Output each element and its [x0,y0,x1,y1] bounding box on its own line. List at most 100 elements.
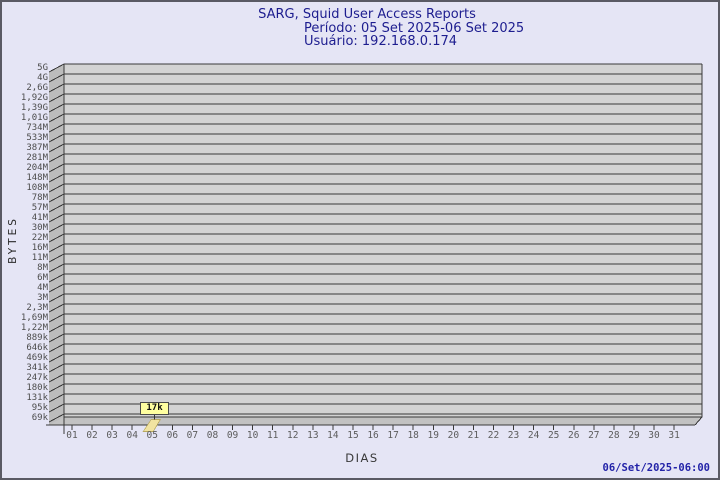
y-tick-label: 387M [26,143,48,153]
x-tick-label: 19 [427,430,439,441]
x-tick-label: 30 [648,430,660,441]
x-tick-label: 21 [467,430,480,441]
wall-grid-line [48,83,65,93]
x-tick-label: 02 [86,430,98,441]
y-tick-label: 341k [26,363,48,373]
wall-grid-line [48,303,65,313]
x-tick-label: 25 [547,430,560,441]
wall-grid-line [48,263,65,273]
x-tick-label: 17 [387,430,399,441]
x-tick-label: 06 [166,430,179,441]
y-tick-label: 131k [26,393,48,403]
x-tick-label: 11 [266,430,279,441]
y-tick-label: 734M [26,123,48,133]
x-tick-label: 05 [146,430,158,441]
floor-corner-slant [694,416,703,426]
y-tick-label: 16M [31,243,48,253]
wall-grid-line [48,343,65,353]
chart-period: Período: 05 Set 2025-06 Set 2025 [304,20,525,36]
y-tick-label: 204M [26,163,48,173]
y-tick-label: 4G [37,73,48,83]
x-tick-label: 15 [347,430,359,441]
wall-grid-line [48,293,65,303]
x-tick-label: 23 [507,430,520,441]
plot-face [64,64,702,417]
y-tick-label: 2,6G [26,83,48,93]
y-tick-label: 108M [26,183,48,193]
x-tick-label: 24 [527,430,540,441]
x-axis-title: DIAS [345,451,379,465]
y-tick-label: 281M [26,153,48,163]
wall-grid-line [48,143,65,153]
y-tick-label: 469k [26,353,48,363]
wall-grid-line [48,183,65,193]
wall-grid-line [48,253,65,263]
y-tick-label: 1,01G [20,113,48,123]
chart-user: Usuário: 192.168.0.174 [304,34,458,49]
y-tick-label: 22M [31,233,48,243]
wall-grid-line [48,273,65,283]
x-tick-label: 10 [246,430,259,441]
y-tick-label: 11M [31,253,48,263]
y-tick-label: 889k [26,333,48,343]
y-tick-label: 1,39G [20,103,48,113]
x-tick-label: 26 [568,430,580,441]
y-tick-label: 3M [37,293,48,303]
y-tick-label: 57M [31,203,48,213]
wall-grid-line [48,373,65,383]
wall-grid-line [48,93,65,103]
y-tick-label: 8M [37,263,48,273]
y-tick-label: 95k [31,403,48,413]
wall-grid-line [48,383,65,393]
data-bar [142,419,161,432]
x-tick-label: 18 [407,430,419,441]
plot-floor [49,417,702,425]
wall-grid-line [48,313,65,323]
y-tick-label: 30M [31,223,48,233]
wall-grid-line [48,123,65,133]
y-tick-label: 78M [31,193,48,203]
wall-grid-line [48,113,65,123]
wall-grid-line [48,353,65,363]
wall-grid-line [48,403,65,413]
x-tick-label: 22 [487,430,500,441]
x-tick-label: 12 [287,430,299,441]
x-tick-label: 28 [608,430,620,441]
y-tick-label: 533M [26,133,48,143]
wall-grid-line [48,223,65,233]
y-tick-label: 41M [31,213,48,223]
wall-grid-line [48,233,65,243]
x-tick-label: 27 [588,430,600,441]
x-tick-label: 08 [206,430,219,441]
wall-grid-line [48,243,65,253]
plot-wall [49,64,64,425]
wall-grid-line [48,173,65,183]
wall-grid-line [48,203,65,213]
wall-grid-line [48,103,65,113]
y-tick-label: 247k [26,373,48,383]
y-tick-label: 5G [37,63,48,73]
wall-grid-line [48,63,65,73]
x-tick-label: 14 [327,430,339,441]
chart-title: SARG, Squid User Access Reports [258,7,476,22]
wall-grid-line [48,73,65,83]
x-tick-label: 20 [447,430,460,441]
wall-grid-line [48,193,65,203]
x-tick-label: 13 [307,430,319,441]
wall-grid-line [48,323,65,333]
data-point-label: 17k [140,402,169,415]
x-tick-label: 04 [126,430,138,441]
x-tick-label: 07 [186,430,199,441]
wall-grid-line [48,333,65,343]
x-tick-label: 09 [226,430,239,441]
generated-timestamp: 06/Set/2025-06:00 [602,462,710,474]
wall-grid-line [48,213,65,223]
y-tick-label: 646k [26,343,48,353]
wall-grid-line [48,163,65,173]
wall-grid-line [48,153,65,163]
x-tick-label: 29 [628,430,640,441]
x-tick-label: 01 [66,430,78,441]
x-tick-label: 31 [668,430,680,441]
